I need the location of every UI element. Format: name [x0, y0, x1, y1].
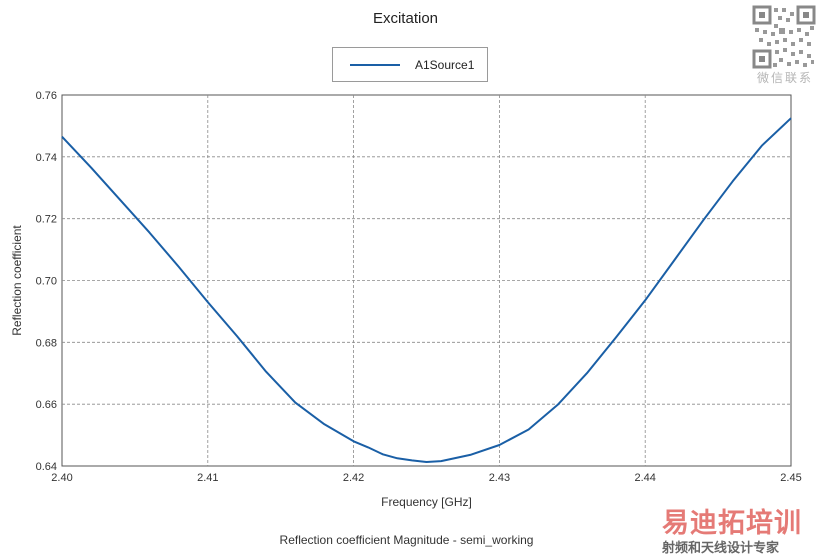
watermark-logo-text: 易迪拓培训: [662, 508, 802, 539]
y-tick-label: 0.70: [36, 276, 57, 288]
y-tick-label: 0.68: [36, 337, 57, 349]
watermark-logo-subtitle: 射频和天线设计专家: [662, 541, 780, 556]
legend: A1Source1: [332, 47, 488, 82]
x-tick-label: 2.42: [343, 472, 364, 484]
qr-caption: 微信联系: [756, 71, 813, 85]
y-tick-label: 0.64: [36, 461, 57, 473]
y-tick-label: 0.72: [36, 214, 57, 226]
x-tick-label: 2.44: [634, 472, 655, 484]
qr-code-icon: [752, 5, 816, 69]
x-tick-label: 2.41: [197, 472, 218, 484]
legend-swatch: [350, 64, 400, 66]
x-tick-label: 2.45: [780, 472, 801, 484]
y-tick-label: 0.66: [36, 399, 57, 411]
x-axis-label: Frequency [GHz]: [381, 495, 472, 509]
legend-label: A1Source1: [415, 58, 475, 72]
chart-caption: Reflection coefficient Magnitude - semi_…: [279, 533, 534, 547]
y-tick-label: 0.74: [36, 152, 57, 164]
x-tick-label: 2.40: [51, 472, 72, 484]
plot-frame: [61, 94, 792, 467]
y-tick-label: 0.76: [36, 90, 57, 102]
y-axis-label: Reflection coefficient: [10, 225, 24, 336]
series-line-a1source1: [61, 117, 792, 463]
x-tick-label: 2.43: [489, 472, 510, 484]
chart-title: Excitation: [372, 10, 439, 27]
